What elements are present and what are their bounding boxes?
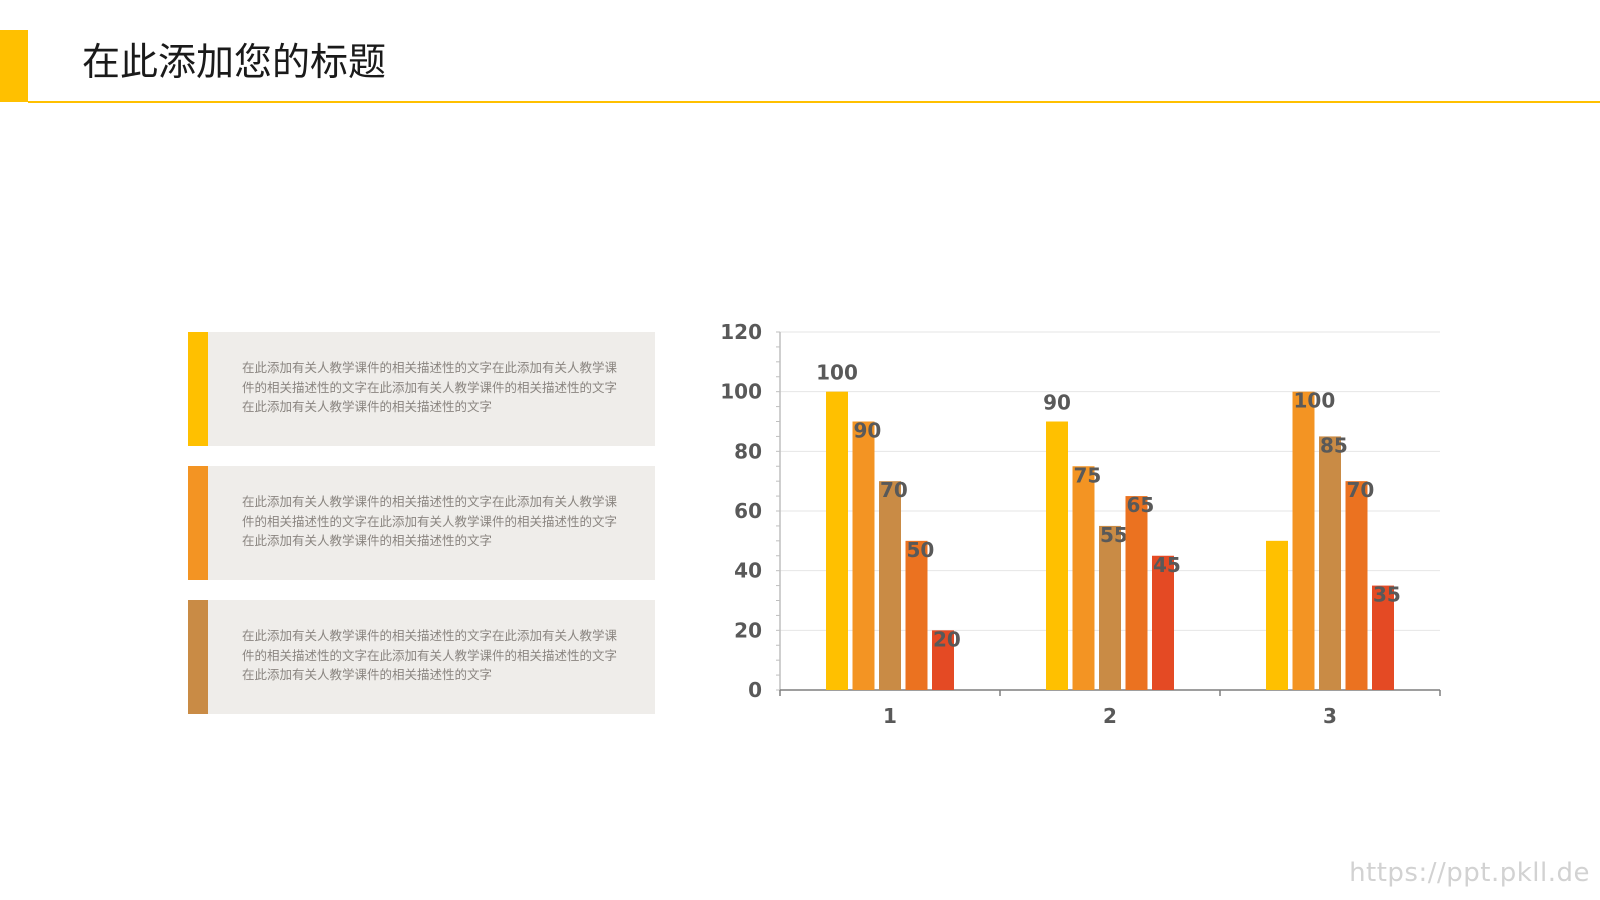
bar-series-2-cat-2 (1072, 466, 1095, 690)
data-label: 70 (880, 478, 908, 502)
y-tick-label: 80 (734, 439, 762, 463)
data-label: 70 (1347, 478, 1375, 502)
data-label: 20 (933, 627, 961, 651)
card-3-color-bar (188, 600, 208, 714)
y-tick-label: 120 (720, 320, 762, 344)
y-tick-label: 0 (748, 678, 762, 702)
data-label: 35 (1373, 583, 1401, 607)
x-tick-label: 3 (1323, 704, 1337, 728)
data-label: 100 (1294, 389, 1336, 413)
data-label: 90 (854, 419, 882, 443)
watermark: https://ppt.pkll.de (1349, 858, 1590, 888)
bar-series-5-cat-1 (932, 630, 954, 690)
y-tick-label: 40 (734, 559, 762, 583)
data-label: 75 (1074, 463, 1102, 487)
data-label: 85 (1320, 433, 1348, 457)
bar-series-1-cat-1 (826, 391, 848, 690)
bar-series-4-cat-3 (1345, 481, 1368, 690)
bar-series-5-cat-3 (1372, 585, 1394, 690)
bar-series-3-cat-2 (1099, 525, 1121, 690)
bar-series-1-cat-2 (1046, 421, 1068, 690)
bar-series-3-cat-1 (879, 481, 901, 690)
text-card-2: 在此添加有关人教学课件的相关描述性的文字在此添加有关人教学课件的相关描述性的文字… (188, 466, 655, 580)
y-tick-label: 60 (734, 499, 762, 523)
bar-series-1-cat-3 (1266, 540, 1288, 690)
title-underline (28, 101, 1600, 103)
bar-series-5-cat-2 (1152, 555, 1174, 690)
page-title: 在此添加您的标题 (82, 40, 387, 84)
x-tick-label: 1 (883, 704, 897, 728)
y-tick-label: 100 (720, 380, 762, 404)
data-label: 50 (907, 538, 935, 562)
text-card-3: 在此添加有关人教学课件的相关描述性的文字在此添加有关人教学课件的相关描述性的文字… (188, 600, 655, 714)
bar-chart: 0 20 40 60 80 100 120 100 90 70 50 20 1 90 75 55 65 45 2 10… (720, 320, 1441, 728)
card-2-text: 在此添加有关人教学课件的相关描述性的文字在此添加有关人教学课件的相关描述性的文字… (242, 494, 618, 548)
card-1-color-bar (188, 332, 208, 446)
title-accent-bar (0, 30, 28, 102)
bar-series-4-cat-1 (905, 540, 928, 690)
x-tick-label: 2 (1103, 704, 1117, 728)
bar-series-2-cat-3 (1292, 391, 1315, 690)
bar-series-3-cat-3 (1319, 436, 1341, 690)
data-label: 45 (1153, 553, 1181, 577)
text-card-1: 在此添加有关人教学课件的相关描述性的文字在此添加有关人教学课件的相关描述性的文字… (188, 332, 655, 446)
data-label: 100 (816, 361, 858, 385)
data-label: 90 (1043, 391, 1071, 415)
data-label: 65 (1127, 493, 1155, 517)
card-3-text: 在此添加有关人教学课件的相关描述性的文字在此添加有关人教学课件的相关描述性的文字… (242, 628, 618, 682)
bar-series-4-cat-2 (1125, 496, 1148, 690)
y-tick-label: 20 (734, 618, 762, 642)
bar-series-2-cat-1 (852, 421, 875, 690)
card-2-color-bar (188, 466, 208, 580)
card-1-text: 在此添加有关人教学课件的相关描述性的文字在此添加有关人教学课件的相关描述性的文字… (242, 360, 618, 414)
data-label: 55 (1100, 523, 1128, 547)
